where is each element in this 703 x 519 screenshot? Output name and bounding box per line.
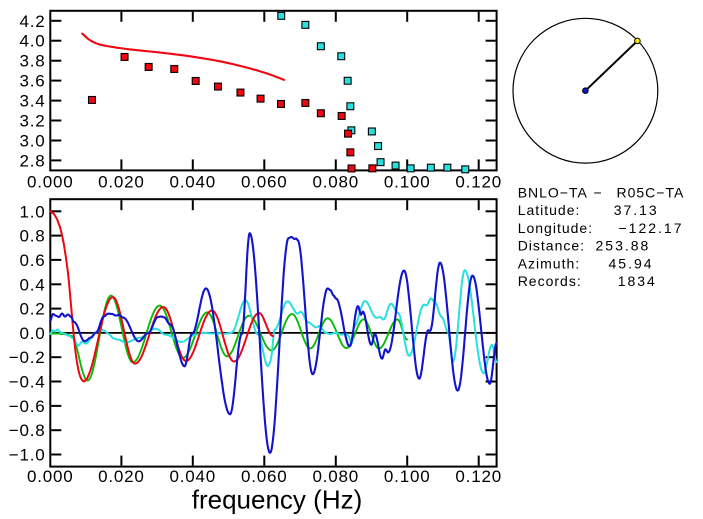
svg-text:−1.0: −1.0 — [9, 446, 46, 465]
svg-text:1.0: 1.0 — [19, 202, 45, 221]
svg-text:Longitude:: Longitude: — [518, 220, 593, 236]
svg-text:3.2: 3.2 — [19, 112, 45, 131]
svg-text:0.120: 0.120 — [455, 467, 502, 486]
svg-text:Distance:: Distance: — [518, 238, 585, 254]
svg-text:Latitude:: Latitude: — [518, 202, 581, 218]
svg-text:0.040: 0.040 — [170, 467, 217, 486]
svg-text:−122.17: −122.17 — [619, 220, 684, 236]
svg-text:3.6: 3.6 — [19, 72, 45, 91]
svg-text:253.88: 253.88 — [596, 238, 651, 254]
svg-text:frequency (Hz): frequency (Hz) — [192, 485, 363, 515]
svg-text:0.000: 0.000 — [27, 467, 74, 486]
svg-text:0.040: 0.040 — [170, 172, 217, 191]
svg-text:3.4: 3.4 — [19, 92, 45, 111]
svg-text:0.080: 0.080 — [313, 467, 360, 486]
svg-text:1834: 1834 — [618, 273, 657, 289]
svg-text:3.8: 3.8 — [19, 52, 45, 71]
svg-text:0.100: 0.100 — [384, 467, 431, 486]
svg-text:Records:: Records: — [518, 273, 582, 289]
svg-text:45.94: 45.94 — [609, 255, 654, 271]
svg-text:Azimuth:: Azimuth: — [518, 255, 580, 271]
svg-text:0.2: 0.2 — [19, 300, 45, 319]
svg-text:−0.2: −0.2 — [9, 348, 46, 367]
svg-text:4.2: 4.2 — [19, 12, 45, 31]
svg-text:−: − — [594, 185, 603, 201]
svg-text:0.000: 0.000 — [27, 172, 74, 191]
svg-text:0.120: 0.120 — [455, 172, 502, 191]
svg-text:4.0: 4.0 — [19, 32, 45, 51]
svg-text:2.8: 2.8 — [19, 151, 45, 170]
svg-text:0.060: 0.060 — [241, 467, 288, 486]
svg-text:−0.8: −0.8 — [9, 421, 46, 440]
svg-text:0.6: 0.6 — [19, 251, 45, 270]
svg-text:0.100: 0.100 — [384, 172, 431, 191]
svg-text:−0.4: −0.4 — [9, 373, 46, 392]
svg-text:0.8: 0.8 — [19, 227, 45, 246]
svg-text:0.080: 0.080 — [313, 172, 360, 191]
svg-text:0.020: 0.020 — [98, 172, 145, 191]
svg-text:0.060: 0.060 — [241, 172, 288, 191]
svg-text:0.020: 0.020 — [98, 467, 145, 486]
svg-text:−0.6: −0.6 — [9, 397, 46, 416]
svg-text:R05C−TA: R05C−TA — [617, 185, 685, 201]
svg-text:3.0: 3.0 — [19, 132, 45, 151]
svg-text:0.0: 0.0 — [19, 324, 45, 343]
svg-text:BNLO−TA: BNLO−TA — [518, 185, 588, 201]
svg-text:0.4: 0.4 — [19, 275, 45, 294]
svg-text:37.13: 37.13 — [614, 202, 659, 218]
